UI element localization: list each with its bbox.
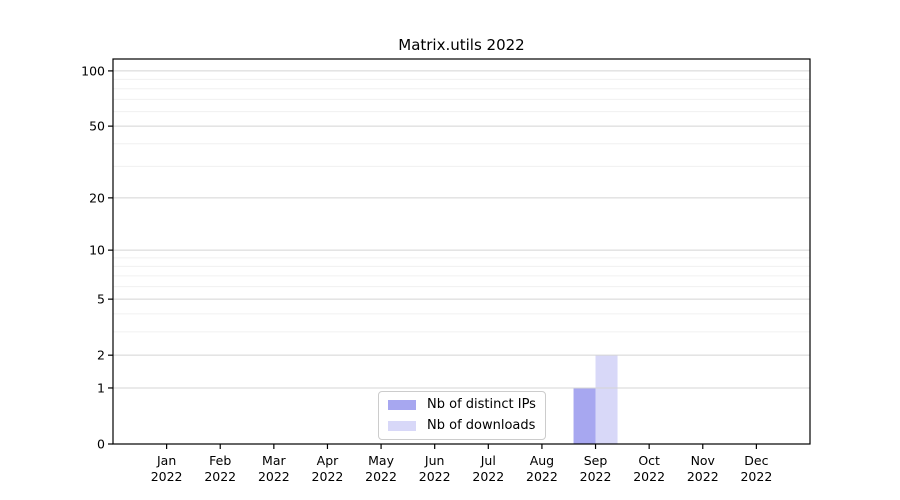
x-tick-label-year-mar-2022: 2022 bbox=[258, 469, 290, 484]
x-tick-label-year-jun-2022: 2022 bbox=[419, 469, 451, 484]
legend-label-downloads: Nb of downloads bbox=[427, 418, 536, 433]
x-tick-label-month-jan-2022: Jan bbox=[156, 453, 176, 468]
x-tick-label-month-dec-2022: Dec bbox=[744, 453, 768, 468]
y-tick-label-100: 100 bbox=[81, 63, 105, 78]
y-tick-label-10: 10 bbox=[89, 243, 105, 258]
legend-entry-distinct-ips: Nb of distinct IPs bbox=[388, 397, 536, 413]
legend-entry-downloads: Nb of downloads bbox=[388, 418, 536, 434]
x-tick-label-month-nov-2022: Nov bbox=[691, 453, 716, 468]
x-tick-label-month-sep-2022: Sep bbox=[584, 453, 608, 468]
x-tick-label-month-jun-2022: Jun bbox=[424, 453, 445, 468]
x-tick-label-month-oct-2022: Oct bbox=[638, 453, 660, 468]
y-tick-label-50: 50 bbox=[89, 119, 105, 134]
x-tick-label-year-oct-2022: 2022 bbox=[633, 469, 665, 484]
y-tick-label-20: 20 bbox=[89, 190, 105, 205]
y-tick-label-5: 5 bbox=[97, 292, 105, 307]
x-tick-label-month-may-2022: May bbox=[368, 453, 394, 468]
x-tick-label-year-feb-2022: 2022 bbox=[204, 469, 236, 484]
x-tick-label-year-aug-2022: 2022 bbox=[526, 469, 558, 484]
x-tick-label-year-nov-2022: 2022 bbox=[687, 469, 719, 484]
x-tick-label-month-apr-2022: Apr bbox=[317, 453, 339, 468]
y-tick-label-1: 1 bbox=[97, 380, 105, 395]
chart-title: Matrix.utils 2022 bbox=[398, 36, 525, 54]
x-tick-label-year-sep-2022: 2022 bbox=[580, 469, 612, 484]
x-tick-label-year-may-2022: 2022 bbox=[365, 469, 397, 484]
bar-nb-of-downloads-sep-2022 bbox=[595, 355, 618, 444]
x-tick-label-year-apr-2022: 2022 bbox=[312, 469, 344, 484]
x-tick-label-month-mar-2022: Mar bbox=[262, 453, 286, 468]
legend-swatch-downloads bbox=[388, 421, 416, 431]
legend: Nb of distinct IPs Nb of downloads bbox=[378, 391, 546, 440]
x-tick-label-year-jul-2022: 2022 bbox=[472, 469, 504, 484]
legend-label-distinct-ips: Nb of distinct IPs bbox=[427, 397, 536, 412]
axes-spines bbox=[112, 58, 811, 445]
legend-swatch-distinct-ips bbox=[388, 400, 416, 410]
x-tick-label-year-jan-2022: 2022 bbox=[151, 469, 183, 484]
y-tick-label-0: 0 bbox=[97, 437, 105, 452]
x-tick-label-month-feb-2022: Feb bbox=[209, 453, 231, 468]
x-tick-label-year-dec-2022: 2022 bbox=[740, 469, 772, 484]
x-tick-label-month-aug-2022: Aug bbox=[530, 453, 554, 468]
x-tick-label-month-jul-2022: Jul bbox=[480, 453, 496, 468]
bar-nb-of-distinct-ips-sep-2022 bbox=[573, 387, 596, 444]
y-tick-label-2: 2 bbox=[97, 348, 105, 363]
